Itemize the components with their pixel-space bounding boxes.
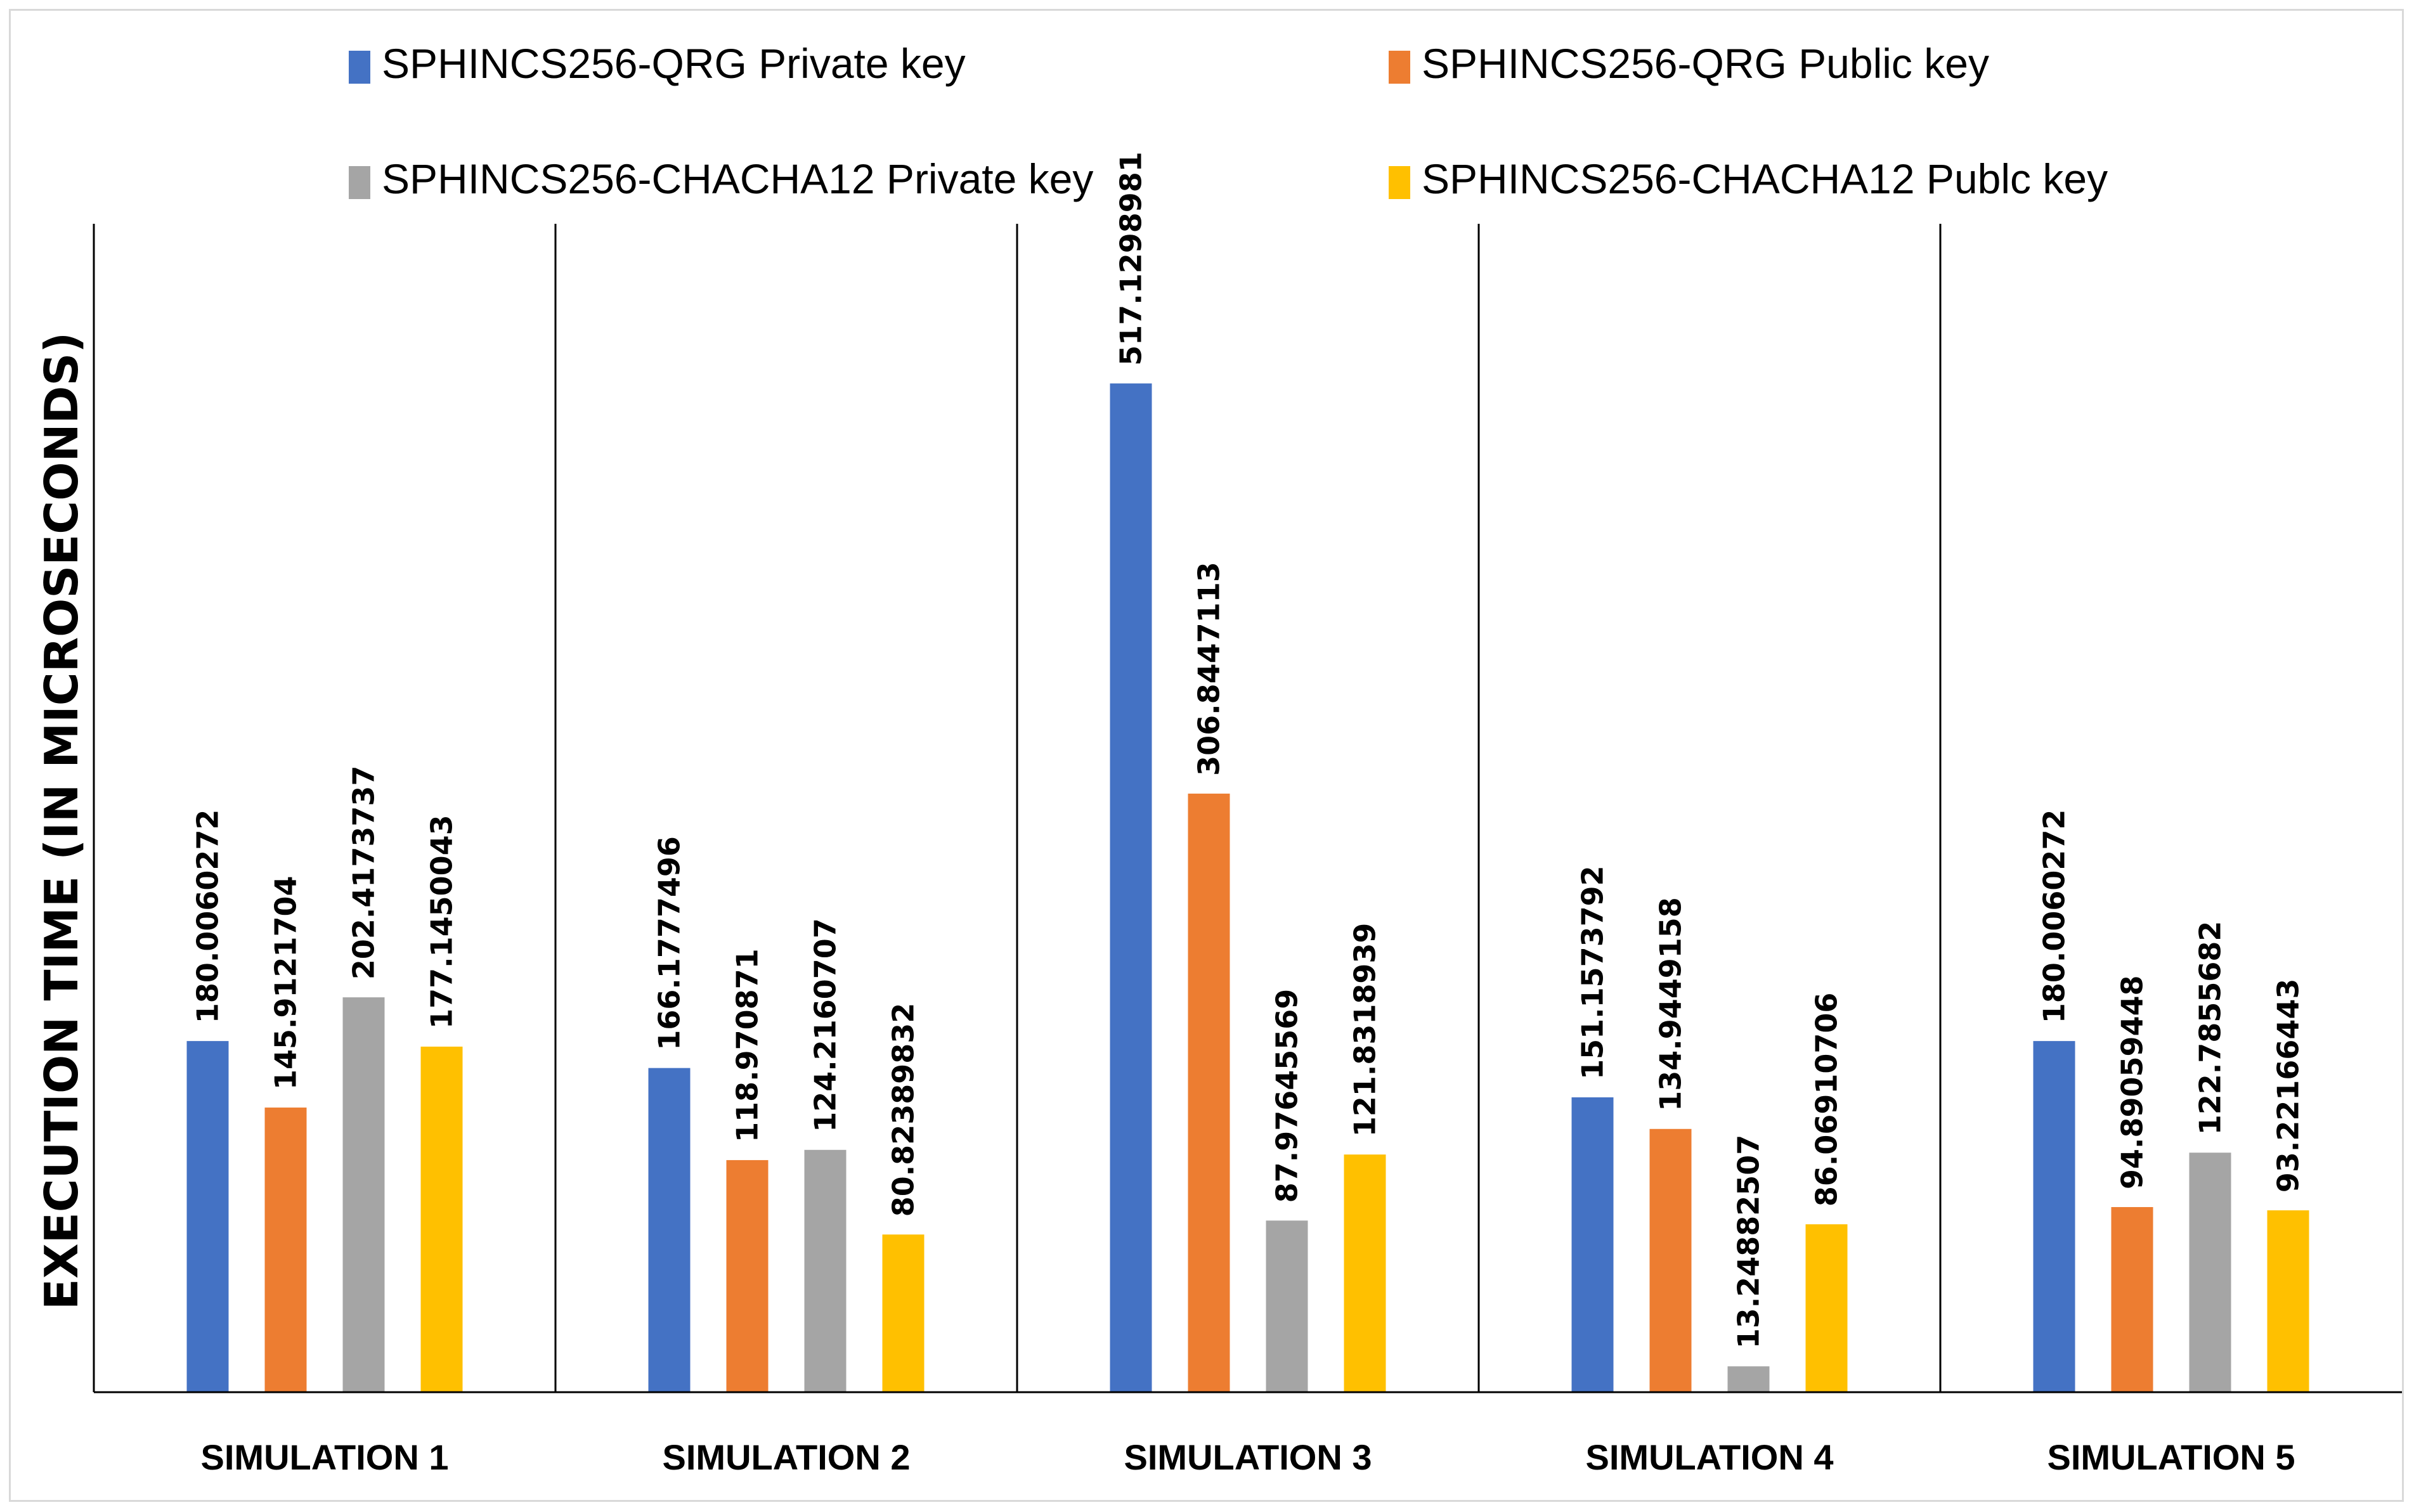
x-tick-label: SIMULATION 1 [201, 1437, 449, 1477]
data-label: 87.97645569 [1270, 989, 1304, 1203]
data-label: 180.0060272 [2037, 810, 2072, 1024]
legend-swatch [349, 166, 370, 199]
bar [1571, 1097, 1614, 1392]
category-separators [93, 224, 1942, 1392]
data-label: 93.22166443 [2271, 979, 2306, 1193]
data-label: 166.1777496 [652, 836, 687, 1050]
x-tick-label: SIMULATION 2 [663, 1437, 911, 1477]
data-label: 86.06910706 [1810, 993, 1844, 1207]
data-label: 94.89059448 [2115, 975, 2150, 1189]
bar [420, 1046, 463, 1392]
data-label: 306.8447113 [1192, 562, 1226, 776]
bar [882, 1234, 925, 1392]
x-tick-label: SIMULATION 4 [1586, 1437, 1834, 1477]
x-tick-label: SIMULATION 5 [2047, 1437, 2295, 1477]
data-label: 180.0060272 [191, 810, 225, 1024]
data-label: 517.1298981 [1114, 152, 1148, 366]
legend-swatch [1389, 166, 1410, 199]
bar [804, 1149, 847, 1392]
bar [2189, 1153, 2231, 1392]
data-label: 124.2160707 [808, 918, 843, 1132]
data-label: 13.24882507 [1732, 1135, 1766, 1349]
bar [1727, 1366, 1770, 1392]
bar [264, 1108, 307, 1392]
bar [1805, 1224, 1848, 1392]
bar [1649, 1128, 1692, 1392]
bar [1344, 1154, 1386, 1392]
data-label: 121.8318939 [1348, 923, 1382, 1137]
bar [2111, 1207, 2153, 1392]
y-axis-title: EXECUTION TIME (IN MICROSECONDS) [35, 332, 88, 1310]
bar [726, 1160, 769, 1392]
data-label: 202.4173737 [347, 766, 381, 980]
category-labels: SIMULATION 1 SIMULATION 2 SIMULATION 3 SIMU… [201, 1437, 2295, 1477]
bar [1266, 1220, 1308, 1392]
data-label: 80.82389832 [886, 1003, 921, 1217]
legend-label: SPHINCS256-CHACHA12 Private key [382, 155, 1093, 202]
bar [186, 1041, 229, 1392]
legend-label: SPHINCS256-QRG Public key [1422, 40, 1989, 87]
data-label: 134.9449158 [1654, 897, 1688, 1111]
data-label: 118.970871 [730, 948, 765, 1142]
legend-swatch [1389, 51, 1410, 84]
data-label: 122.7855682 [2193, 921, 2228, 1135]
data-label: 177.1450043 [425, 815, 459, 1029]
bar [1110, 383, 1152, 1393]
x-tick-label: SIMULATION 3 [1124, 1437, 1372, 1477]
bar [1188, 793, 1230, 1392]
value-labels: 180.0060272 166.1777496 517.1298981 151.157… [191, 152, 2306, 1348]
legend-label: SPHINCS256-CHACHA12 Publc key [1422, 155, 2108, 202]
bar [2033, 1041, 2075, 1392]
bar [342, 997, 385, 1392]
bars [186, 383, 2309, 1393]
bar [2267, 1210, 2309, 1392]
legend: SPHINCS256-QRG Private key SPHINCS256-QRG… [349, 40, 2108, 202]
bar [648, 1068, 691, 1392]
legend-label: SPHINCS256-QRG Private key [382, 40, 966, 87]
legend-swatch [349, 51, 370, 84]
data-label: 145.9121704 [269, 876, 303, 1090]
data-label: 151.1573792 [1576, 865, 1610, 1080]
